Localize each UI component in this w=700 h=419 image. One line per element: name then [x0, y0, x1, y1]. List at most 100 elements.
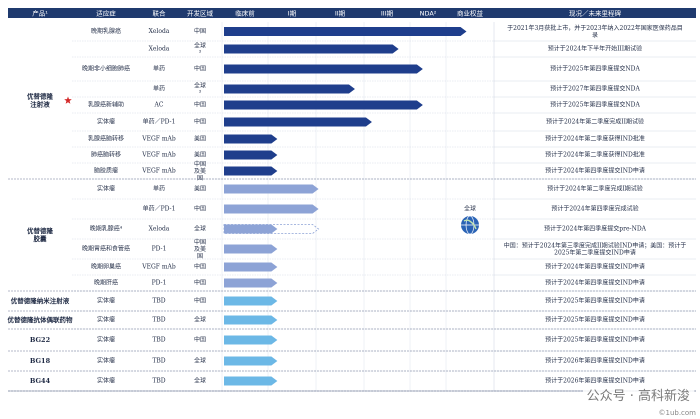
milestone-note: 预计于2024年第二季度获得IND批准 — [545, 151, 645, 159]
region-label: 中国 — [194, 27, 206, 35]
progress-bar — [224, 278, 278, 288]
header-7: III期 — [381, 10, 394, 18]
region-label: 全球 ³ — [194, 82, 206, 97]
milestone-note: 预计于2024年第二季度完成I期试验 — [547, 185, 643, 193]
product-name: BG18 — [30, 357, 51, 365]
milestone-note: 中国：预计于2024年第三季度完成II期试验IND申请；美国：预计于 2025年第… — [504, 242, 686, 257]
milestone-note: 预计于2026年第四季度提交IND申请 — [545, 357, 645, 365]
product-name: 优替德隆注射液 — [27, 92, 54, 109]
combo-label: TBD — [152, 358, 165, 365]
header-0: 产品¹ — [32, 9, 48, 18]
region-label: 美国 — [194, 151, 206, 159]
milestone-note: 预计于2025年第四季度提交IND申请 — [545, 336, 645, 344]
product-name: 优替德隆抗体偶联药物 — [8, 315, 74, 324]
combo-label: VEGF mAb — [141, 264, 176, 271]
header-5: I期 — [288, 10, 297, 18]
combo-label: Xeloda — [149, 226, 170, 233]
milestone-note: 预计于2024年第二季度完成II期试验 — [546, 118, 644, 126]
milestone-note: 预计于2024年第四季度提交IND申请 — [545, 279, 645, 287]
commercial-rights-label: 全球 — [464, 205, 476, 213]
progress-bar — [224, 100, 423, 110]
region-label: 中国 — [194, 65, 206, 73]
indication-label: 实体瘤 — [97, 297, 115, 305]
combo-label: 单药 — [153, 65, 165, 73]
combo-label: VEGF mAb — [141, 152, 176, 159]
combo-label: 单药／PD-1 — [143, 118, 176, 126]
milestone-note: 于2021年3月获批上市，并于2023年纳入2022年国家医保药品目录 — [507, 24, 683, 39]
combo-label: 单药 — [153, 85, 165, 93]
combo-label: 单药 — [153, 185, 165, 193]
milestone-note: 预计于2024年第四季度提交pre-NDA — [544, 225, 647, 233]
product-name: 优替德隆胶囊 — [27, 226, 54, 243]
header-bar — [8, 8, 696, 18]
milestone-note: 预计于2025年第四季度提交NDA — [550, 101, 640, 109]
indication-label: 实体瘤 — [97, 118, 115, 126]
header-3: 开发区域 — [187, 9, 214, 18]
watermark-text: 公众号 · 高科新浚 — [586, 389, 690, 404]
star-icon — [64, 96, 72, 104]
indication-label: 脑胶质瘤 — [94, 167, 118, 175]
indication-label: 晚期肝癌 — [94, 279, 118, 287]
indication-label: 肺癌脑转移 — [91, 151, 121, 159]
combo-label: 单药／PD-1 — [143, 205, 176, 213]
indication-label: 晚期乳腺癌⁴ — [90, 225, 123, 233]
watermark-sub: ©1ub.com — [658, 409, 696, 417]
header-10: 现况／未来里程碑 — [569, 9, 622, 18]
progress-bar — [224, 262, 278, 272]
indication-label: 晚期卵巢癌 — [91, 263, 121, 271]
indication-label: 实体瘤 — [97, 185, 115, 193]
indication-label: 实体瘤 — [97, 316, 115, 324]
header-4: 临床前 — [235, 9, 255, 18]
progress-bar — [224, 134, 278, 144]
milestone-note: 预计于2024年第二季度获得IND批准 — [545, 135, 645, 143]
region-label: 中国 — [194, 205, 206, 213]
region-label: 美国 — [194, 185, 206, 193]
region-label: 全球 — [194, 225, 206, 233]
indication-label: 晚期乳腺癌 — [91, 27, 121, 35]
region-label: 中国 — [194, 263, 206, 271]
milestone-note: 预计于2024年第四季度提交IND申请 — [545, 263, 645, 271]
milestone-note: 预计于2025年第四季度提交NDA — [550, 65, 640, 73]
combo-label: PD-1 — [152, 246, 167, 253]
progress-bar — [224, 376, 278, 386]
header-8: NDA² — [420, 10, 437, 18]
region-label: 中国 — [194, 118, 206, 126]
product-name: BG22 — [30, 336, 50, 344]
progress-bar — [224, 166, 278, 176]
combo-label: TBD — [152, 317, 165, 324]
progress-bar — [224, 150, 278, 160]
region-label: 中国 — [194, 279, 206, 287]
combo-label: AC — [154, 102, 164, 109]
combo-label: Xeloda — [149, 28, 170, 35]
watermark: 公众号 · 高科新浚 — [582, 384, 694, 405]
milestone-note: 预计于2025年第四季度提交IND申请 — [545, 297, 645, 305]
header-2: 联合 — [153, 9, 167, 18]
indication-label: 实体瘤 — [97, 336, 115, 344]
combo-label: TBD — [152, 337, 165, 344]
region-label: 全球 ³ — [194, 42, 206, 57]
indication-label: 实体瘤 — [97, 357, 115, 365]
indication-label: 晚期胃癌和食管癌 — [82, 245, 130, 253]
region-label: 中国 — [194, 101, 206, 109]
milestone-note: 预计于2027年第四季度提交NDA — [550, 85, 640, 93]
combo-label: Xeloda — [149, 46, 170, 53]
combo-label: PD-1 — [152, 280, 167, 287]
progress-bar — [224, 64, 423, 74]
milestone-note: 预计于2024年下半年开始III期试验 — [548, 45, 642, 53]
combo-label: VEGF mAb — [141, 136, 176, 143]
progress-bar — [224, 117, 372, 127]
progress-bar — [224, 84, 355, 94]
progress-bar — [224, 184, 319, 194]
milestone-note: 预计于2024年第四季度完成试验 — [551, 205, 638, 213]
region-label: 中国 — [194, 297, 206, 305]
progress-bar — [224, 296, 278, 306]
combo-label: TBD — [152, 298, 165, 305]
indication-label: 乳腺癌新辅助 — [88, 101, 124, 109]
progress-bar — [224, 204, 319, 214]
header-9: 商业权益 — [457, 9, 484, 18]
progress-bar — [224, 244, 278, 254]
indication-label: 实体瘤 — [97, 377, 115, 385]
region-label: 中国及美国 — [194, 238, 206, 260]
